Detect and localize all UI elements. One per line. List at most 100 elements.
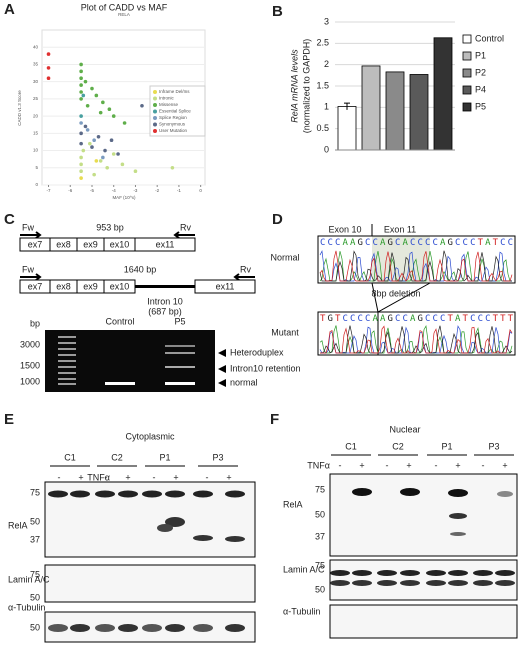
amplicon-size: 953 bp bbox=[96, 222, 124, 232]
scatter-point bbox=[90, 86, 94, 91]
blot-band bbox=[193, 624, 213, 632]
legend-label: Essential Splice bbox=[159, 109, 191, 114]
bar bbox=[409, 74, 429, 151]
legend-label: Synonymous bbox=[159, 122, 186, 127]
primer-arrow bbox=[20, 273, 42, 281]
scatter-point bbox=[46, 52, 51, 56]
x-axis-label: MAF (10^x) bbox=[112, 195, 136, 200]
base: T bbox=[478, 238, 484, 248]
exon-label: ex10 bbox=[110, 239, 130, 249]
band-arrow bbox=[218, 365, 226, 373]
scatter-point bbox=[105, 165, 109, 170]
gel-band bbox=[165, 382, 195, 385]
error-bar bbox=[344, 102, 350, 110]
band-label: normal bbox=[230, 377, 258, 387]
treatment-label: TNFα bbox=[307, 460, 330, 470]
base: T bbox=[463, 314, 469, 324]
x-tick-label: -4 bbox=[112, 188, 116, 193]
base: C bbox=[485, 314, 490, 324]
base: G bbox=[358, 238, 363, 248]
intron-bar bbox=[135, 285, 195, 288]
exon-label: ex7 bbox=[28, 239, 43, 249]
treatment-sign: - bbox=[206, 472, 209, 482]
scatter-point bbox=[90, 145, 94, 149]
x-tick-label: -2 bbox=[155, 188, 159, 193]
treatment-sign: + bbox=[226, 472, 231, 482]
primer-label: Rv bbox=[180, 222, 191, 232]
lane-label: C1 bbox=[345, 441, 357, 451]
blot-band bbox=[497, 491, 513, 497]
y-axis-label: CADD v1.3 Score bbox=[17, 90, 22, 126]
blot-panel bbox=[329, 604, 518, 639]
scatter-point bbox=[79, 114, 83, 118]
lane-label: C2 bbox=[392, 441, 404, 451]
y-tick-label: 15 bbox=[33, 131, 39, 136]
panel-label: E bbox=[4, 411, 14, 428]
band-arrow bbox=[218, 379, 226, 387]
base: G bbox=[418, 314, 423, 324]
legend-label: P5 bbox=[475, 101, 486, 111]
y-tick-label: 1 bbox=[324, 102, 329, 112]
blot-band bbox=[473, 570, 493, 576]
base: C bbox=[508, 238, 513, 248]
blot-band bbox=[495, 570, 515, 576]
legend-swatch bbox=[462, 34, 472, 44]
base: G bbox=[388, 238, 393, 248]
primer-arrow bbox=[20, 231, 42, 239]
primer-label: Fw bbox=[22, 222, 34, 232]
panel-label: D bbox=[272, 211, 283, 228]
treatment-sign: + bbox=[173, 472, 178, 482]
base: C bbox=[433, 314, 438, 324]
x-tick-label: -7 bbox=[47, 188, 51, 193]
row-label: α-Tubulin bbox=[8, 602, 45, 612]
base: C bbox=[425, 314, 430, 324]
bar bbox=[337, 106, 357, 151]
primer-label: Fw bbox=[22, 264, 34, 274]
blot-band bbox=[165, 517, 185, 527]
chart-title: Plot of CADD vs MAF bbox=[81, 2, 168, 12]
blot-band bbox=[70, 490, 90, 498]
scatter-point bbox=[79, 131, 83, 136]
legend-swatch bbox=[153, 109, 157, 114]
scatter-point bbox=[79, 69, 83, 74]
scatter-point bbox=[111, 152, 116, 156]
scatter-point bbox=[133, 169, 138, 174]
scatter-point bbox=[85, 103, 90, 108]
blot-band bbox=[330, 570, 350, 576]
base: C bbox=[350, 314, 355, 324]
base: A bbox=[343, 238, 349, 248]
scatter-point bbox=[85, 128, 90, 132]
base: C bbox=[478, 314, 483, 324]
gel-unit: bp bbox=[30, 318, 40, 328]
ladder-band bbox=[58, 348, 76, 350]
scatter-point bbox=[103, 148, 107, 153]
y-tick-label: 3 bbox=[324, 16, 329, 26]
band-arrow bbox=[218, 349, 226, 357]
amplicon-size: 1640 bp bbox=[124, 264, 157, 274]
y-axis-label: (normalized to GAPDH) bbox=[301, 39, 311, 134]
base: C bbox=[418, 238, 423, 248]
scatter-point bbox=[101, 155, 105, 160]
y-tick-label: 0.5 bbox=[316, 123, 329, 133]
x-tick-label: -6 bbox=[68, 188, 72, 193]
blot-band bbox=[70, 624, 90, 632]
y-tick-label: 2.5 bbox=[316, 38, 329, 48]
exon-label: ex11 bbox=[216, 281, 235, 291]
intron-size: (687 bp) bbox=[148, 306, 182, 316]
scatter-point bbox=[79, 90, 83, 94]
base: A bbox=[403, 238, 409, 248]
treatment-sign: - bbox=[58, 472, 61, 482]
blot-band bbox=[448, 570, 468, 576]
primer-arrow bbox=[173, 231, 195, 239]
blot-band bbox=[448, 489, 468, 497]
scatter-point bbox=[83, 79, 88, 84]
mw-label: 50 bbox=[30, 516, 40, 526]
legend-swatch bbox=[153, 90, 157, 94]
legend-label: Control bbox=[475, 33, 504, 43]
scatter-point bbox=[116, 152, 120, 156]
scatter-point bbox=[109, 138, 114, 143]
treatment-sign: + bbox=[78, 472, 83, 482]
ladder-band bbox=[58, 383, 76, 385]
